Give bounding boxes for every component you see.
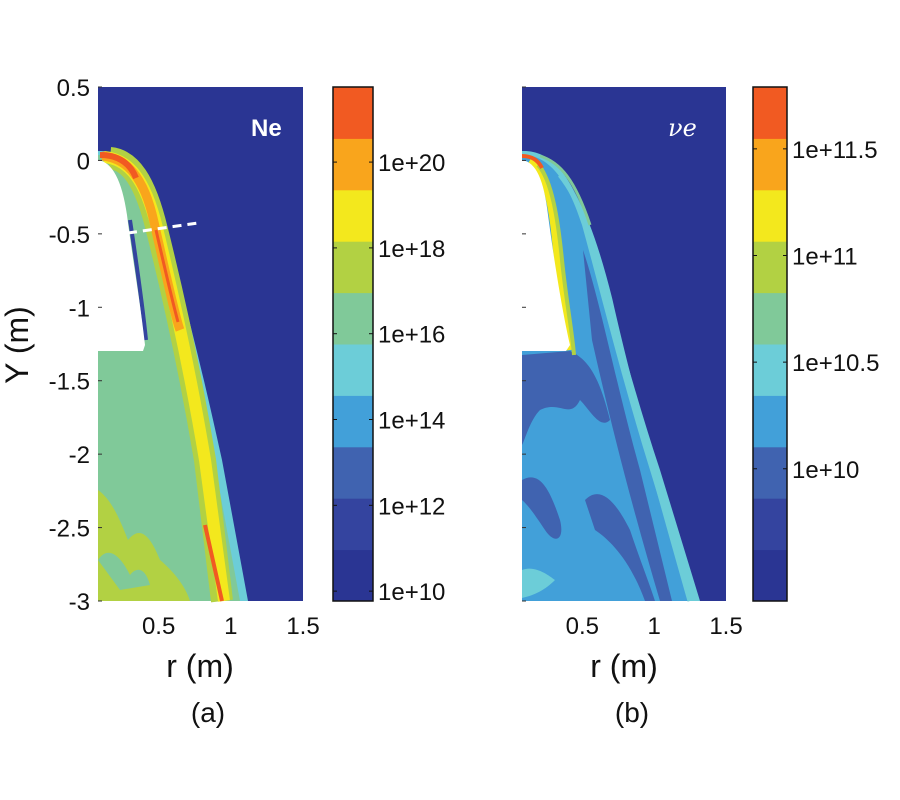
y-tick-label-a: -1 bbox=[69, 295, 90, 322]
lightgreen-wall-layer bbox=[536, 163, 576, 356]
colorbar-b-level-1 bbox=[753, 498, 787, 551]
red-band-upper bbox=[154, 229, 180, 323]
x-tick-label-b: 0.5 bbox=[566, 613, 599, 640]
panel-b-quantity-label: νe bbox=[668, 114, 697, 142]
colorbar-a-tick-label: 1e+12 bbox=[378, 493, 445, 520]
axes-layer: 0.5 0 -0.5 -1 -1.5 -2 -2.5 -3 0.5 1 1.5 1e+20 1e+18 1… bbox=[49, 75, 880, 640]
colorbar-b-tick-label: 1e+11 bbox=[792, 243, 858, 270]
x-tick-label-b: 1.5 bbox=[709, 613, 742, 640]
colorbar-a-level-0 bbox=[333, 549, 373, 602]
dark-blue-patch-upper bbox=[522, 351, 610, 445]
wall-region bbox=[98, 160, 145, 351]
cyan-patch bbox=[522, 568, 555, 598]
colorbar-b-level-6 bbox=[753, 241, 787, 294]
colorbar-b-tick-label: 1e+10 bbox=[792, 457, 859, 484]
colorbar-a-level-8 bbox=[333, 138, 373, 191]
colorbar-b-tick-label: 1e+10.5 bbox=[792, 350, 879, 377]
colorbar-a-level-5 bbox=[333, 292, 373, 345]
y-tick-label-a: 0.5 bbox=[57, 75, 90, 102]
colorbar-a-level-4 bbox=[333, 344, 373, 396]
colorbar-a-tick-label: 1e+20 bbox=[378, 150, 445, 177]
contour-field-nue bbox=[521, 87, 726, 602]
colorbar-b-level-0 bbox=[753, 549, 787, 602]
panel-a-y-axis-label: Y (m) bbox=[0, 306, 35, 384]
y-tick-label-a: -3 bbox=[69, 589, 90, 616]
x-tick-label-a: 1 bbox=[224, 613, 237, 640]
panel-b-label: (b) bbox=[615, 697, 649, 728]
red-band-bottom bbox=[203, 524, 224, 602]
colorbar-a-level-2 bbox=[333, 446, 373, 499]
dark-blue-patch-lower bbox=[585, 494, 655, 601]
x-tick-label-a: 1.5 bbox=[286, 613, 319, 640]
panel-a-label: (a) bbox=[191, 697, 225, 728]
colorbar-a-tick-label: 1e+14 bbox=[378, 408, 445, 435]
colorbar-a-tick-label: 1e+10 bbox=[378, 579, 445, 606]
wall-region bbox=[522, 160, 570, 351]
yellow-wall-layer bbox=[527, 156, 574, 351]
colorbar-b-level-3 bbox=[753, 395, 787, 448]
panel-a-quantity-label: Ne bbox=[251, 115, 282, 142]
colorbar-b-level-4 bbox=[753, 344, 787, 396]
colorbar-b-level-7 bbox=[753, 189, 787, 242]
colorbar-a-frame bbox=[332, 86, 374, 602]
colorbar-b-level-8 bbox=[753, 138, 787, 191]
colorbar-a-level-6 bbox=[333, 241, 373, 294]
colorbar-a-tick-label: 1e+18 bbox=[378, 236, 445, 263]
green-patch bbox=[98, 552, 150, 590]
x-tick-label-a: 0.5 bbox=[142, 613, 175, 640]
red-band-top bbox=[99, 152, 139, 180]
colorbar-a-level-3 bbox=[333, 395, 373, 448]
panel-b-x-axis-label: r (m) bbox=[590, 648, 658, 684]
y-tick-label-a: -2 bbox=[69, 442, 90, 469]
colorbar-a-level-9 bbox=[333, 87, 373, 139]
y-tick-label-a: 0 bbox=[77, 148, 90, 175]
y-tick-label-a: -0.5 bbox=[49, 222, 90, 249]
colorbar-a-level-7 bbox=[333, 189, 373, 242]
y-tick-label-a: -1.5 bbox=[49, 369, 90, 396]
colorbar-b-tick-label: 1e+11.5 bbox=[792, 137, 878, 164]
colorbar-a-level-1 bbox=[333, 498, 373, 551]
colorbar-a-tick-label: 1e+16 bbox=[378, 322, 445, 349]
y-tick-label-a: -2.5 bbox=[49, 516, 90, 543]
colorbar-b-level-5 bbox=[753, 292, 787, 345]
dashed-chord-line bbox=[127, 221, 199, 235]
dark-blue-patch-mid bbox=[522, 477, 562, 539]
cyan-edge-stripe bbox=[558, 173, 693, 602]
red-tip bbox=[521, 154, 544, 169]
x-tick-label-b: 1 bbox=[647, 613, 660, 640]
panel-a-x-axis-label: r (m) bbox=[166, 648, 234, 684]
colorbar-b-frame bbox=[752, 86, 788, 602]
green-edge-stripe bbox=[539, 154, 592, 226]
contour-field-ne bbox=[98, 87, 303, 603]
colorbar-b-level-2 bbox=[753, 446, 787, 499]
colorbar-b-level-9 bbox=[753, 87, 787, 139]
dark-blue-streak bbox=[583, 250, 672, 601]
